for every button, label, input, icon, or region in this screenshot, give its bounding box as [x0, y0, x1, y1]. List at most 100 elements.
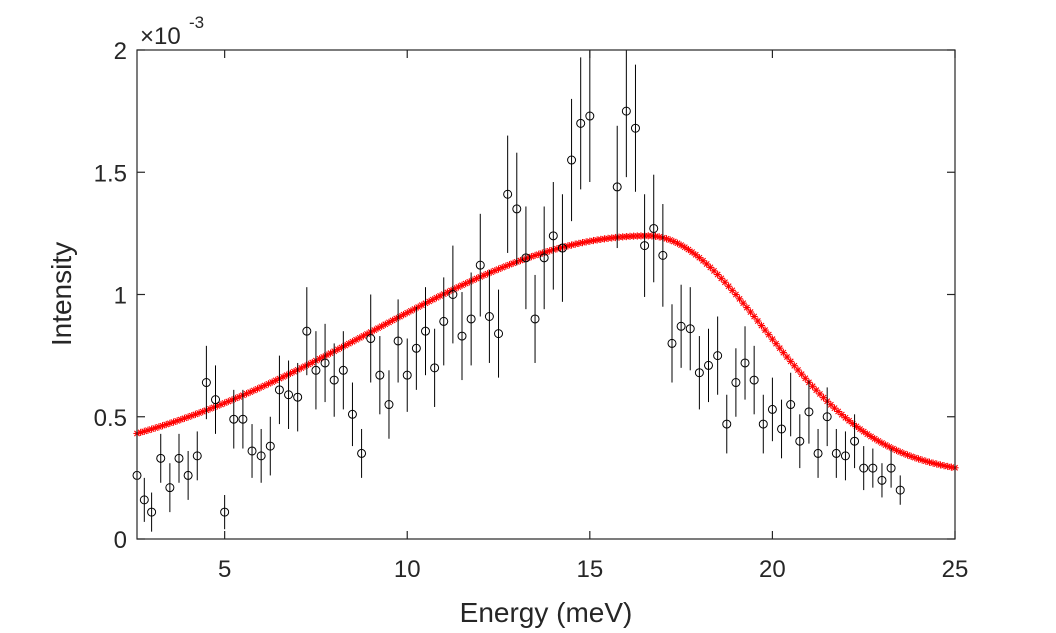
- fit-point: [754, 317, 762, 325]
- data-point: [347, 382, 357, 447]
- data-marker: [247, 446, 257, 456]
- fit-point-stroke: [707, 264, 714, 271]
- fit-point-stroke: [758, 322, 765, 329]
- fit-point-stroke: [696, 254, 703, 261]
- fit-point-stroke: [141, 428, 148, 435]
- data-marker: [567, 155, 577, 165]
- fit-point-stroke: [689, 249, 696, 256]
- data-marker: [530, 314, 540, 324]
- data-marker: [640, 241, 650, 251]
- fit-point-stroke: [776, 345, 783, 352]
- data-marker: [877, 475, 887, 485]
- fit-point: [761, 326, 769, 334]
- fit-point-stroke: [685, 246, 692, 253]
- fit-point-stroke: [765, 331, 772, 338]
- data-marker: [503, 189, 513, 199]
- data-point: [822, 387, 832, 447]
- data-point: [813, 428, 823, 478]
- data-point: [694, 336, 704, 410]
- data-point: [512, 152, 522, 266]
- fit-point-stroke: [791, 362, 798, 369]
- fit-point-stroke: [922, 458, 929, 465]
- fit-point: [728, 286, 736, 294]
- data-point: [713, 316, 723, 395]
- data-point: [886, 448, 896, 488]
- data-point: [211, 365, 221, 434]
- data-point: [731, 348, 741, 417]
- fit-point-stroke: [871, 435, 878, 442]
- data-marker: [357, 448, 367, 458]
- y-tick-label: 0.5: [94, 405, 127, 432]
- fit-point-stroke: [798, 371, 805, 378]
- fit-point-stroke: [144, 427, 151, 434]
- data-marker: [311, 365, 321, 375]
- data-point: [466, 272, 476, 366]
- data-marker: [165, 483, 175, 493]
- fit-point-stroke: [714, 271, 721, 278]
- data-marker: [676, 321, 686, 331]
- data-marker: [521, 253, 531, 263]
- data-point: [293, 362, 303, 432]
- data-marker: [804, 407, 814, 417]
- data-marker: [795, 436, 805, 446]
- data-point: [530, 274, 540, 363]
- fit-point-stroke: [897, 449, 904, 455]
- x-tick-label: 20: [759, 556, 786, 583]
- y-axis-multiplier-base: ×10: [140, 23, 181, 50]
- fit-point-stroke: [860, 428, 867, 435]
- fit-point-stroke: [590, 237, 597, 244]
- y-axis-multiplier-exponent: -3: [189, 13, 204, 32]
- fit-point-stroke: [878, 440, 885, 446]
- fit-point-stroke: [893, 447, 900, 454]
- y-axis-label: Intensity: [46, 242, 77, 346]
- data-marker: [539, 253, 549, 263]
- data-point: [831, 428, 841, 478]
- data-point: [192, 431, 202, 481]
- data-marker: [147, 507, 157, 517]
- data-point: [420, 287, 430, 376]
- fit-point: [743, 303, 751, 312]
- fit-point-stroke: [842, 414, 849, 421]
- fit-point-stroke: [579, 239, 586, 246]
- fit-point-stroke: [670, 238, 677, 245]
- data-marker: [740, 358, 750, 368]
- data-point: [284, 360, 294, 429]
- data-point: [494, 289, 504, 378]
- data-marker: [548, 231, 558, 241]
- data-marker: [576, 118, 586, 128]
- fit-point: [867, 432, 875, 441]
- data-point: [576, 57, 586, 190]
- data-marker: [347, 409, 357, 419]
- fit-point-stroke: [904, 451, 911, 458]
- data-point: [220, 494, 230, 530]
- data-point: [320, 323, 330, 403]
- fit-point: [695, 254, 703, 262]
- data-point: [165, 463, 175, 513]
- fit-point-stroke: [747, 309, 754, 316]
- data-marker: [211, 395, 221, 405]
- fit-point: [834, 407, 842, 416]
- data-point: [859, 446, 869, 491]
- fit-point-stroke: [718, 275, 725, 282]
- data-point: [850, 414, 860, 469]
- data-marker: [475, 260, 485, 270]
- data-marker: [649, 223, 659, 233]
- x-tick-label: 10: [394, 556, 421, 583]
- fit-point-stroke: [769, 336, 776, 343]
- data-point: [238, 389, 248, 449]
- data-marker: [557, 243, 567, 253]
- x-axis-ticks: 5 10 15 20 25: [218, 50, 968, 583]
- data-point: [658, 204, 668, 307]
- data-marker: [612, 182, 622, 192]
- data-marker: [338, 365, 348, 375]
- fit-point-stroke: [780, 349, 787, 356]
- data-point: [174, 433, 184, 483]
- fit-point-stroke: [568, 242, 575, 249]
- data-point: [557, 194, 567, 302]
- data-point: [749, 345, 759, 415]
- data-marker: [384, 400, 394, 410]
- fit-point: [765, 331, 773, 339]
- data-marker: [484, 312, 494, 322]
- data-point: [795, 414, 805, 469]
